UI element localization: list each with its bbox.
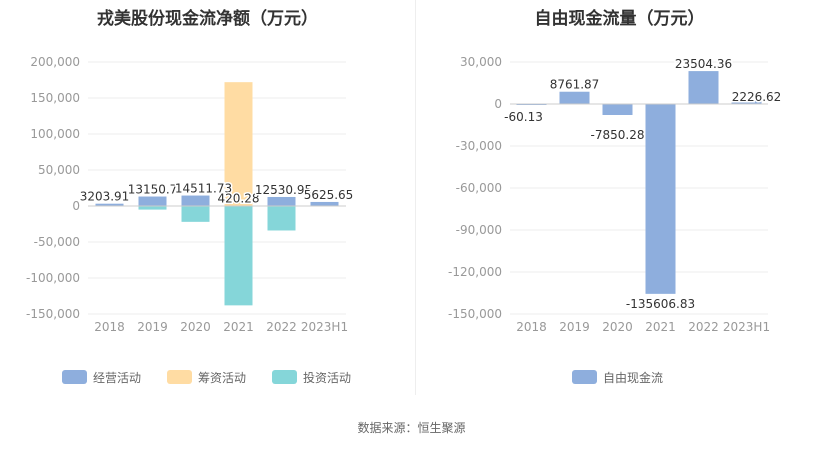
y-tick-label: 200,000	[30, 55, 80, 69]
data-label: -60.13	[504, 110, 543, 124]
bar	[310, 201, 339, 206]
y-tick-label: -60,000	[456, 181, 502, 195]
data-label: 13150.7	[128, 183, 178, 197]
bar	[224, 206, 253, 306]
bar	[267, 206, 296, 231]
chart-title: 戎美股份现金流净额（万元）	[97, 9, 318, 29]
data-label: 8761.87	[550, 78, 600, 92]
chart-title: 自由现金流量（万元）	[534, 9, 705, 29]
source-text: 数据来源：恒生聚源	[357, 421, 466, 435]
x-tick-label: 2023H1	[723, 320, 770, 334]
y-tick-label: -150,000	[448, 307, 502, 321]
y-tick-label: -50,000	[34, 235, 80, 249]
y-tick-label: 50,000	[38, 163, 80, 177]
bar	[731, 100, 762, 104]
legend-label: 投资活动	[303, 370, 351, 385]
bar	[138, 206, 167, 210]
legend-swatch	[167, 370, 192, 384]
x-tick-label: 2023H1	[301, 320, 348, 334]
legend-swatch	[272, 370, 297, 384]
data-label: 3203.91	[80, 190, 130, 204]
y-tick-label: 30,000	[460, 55, 502, 69]
x-tick-label: 2018	[516, 320, 547, 334]
divider	[415, 0, 416, 395]
x-tick-label: 2022	[266, 320, 297, 334]
bar	[181, 206, 210, 222]
bar	[688, 71, 719, 104]
x-tick-label: 2021	[645, 320, 676, 334]
bar	[181, 195, 210, 206]
y-tick-label: -150,000	[26, 307, 80, 321]
data-label: -7850.28	[591, 128, 645, 142]
bar	[95, 203, 124, 206]
legend-swatch	[572, 370, 597, 384]
data-label: 2226.62	[732, 90, 782, 104]
x-tick-label: 2021	[223, 320, 254, 334]
bar	[267, 196, 296, 206]
y-tick-label: 0	[494, 97, 502, 111]
legend-label: 筹资活动	[198, 371, 246, 385]
y-tick-label: -120,000	[448, 265, 502, 279]
bar	[138, 196, 167, 206]
bar	[602, 104, 633, 115]
x-tick-label: 2022	[688, 320, 719, 334]
chart-left: -150,000 -100,000 -50,000 0 50,000 100,000 150…	[26, 55, 355, 385]
y-tick-label: -90,000	[456, 223, 502, 237]
data-label: 23504.36	[675, 57, 732, 71]
y-tick-label: -100,000	[26, 271, 80, 285]
data-label: 12530.95	[255, 183, 312, 197]
data-label: -135606.83	[626, 297, 695, 311]
legend-swatch	[62, 370, 87, 384]
x-tick-label: 2018	[94, 320, 125, 334]
bar	[559, 91, 590, 104]
data-label: 420.28	[218, 192, 260, 206]
x-tick-label: 2020	[180, 320, 211, 334]
chart-right: -150,000 -120,000 -90,000 -60,000 -30,000 0 30…	[448, 55, 783, 385]
y-tick-label: 150,000	[30, 91, 80, 105]
bar	[224, 82, 253, 206]
legend-label: 自由现金流	[603, 370, 663, 385]
y-tick-label: 100,000	[30, 127, 80, 141]
legend-label: 经营活动	[93, 371, 141, 385]
y-tick-label: -30,000	[456, 139, 502, 153]
data-label: 14511.73	[175, 182, 232, 196]
data-label: 5625.65	[304, 188, 354, 202]
bar	[645, 104, 676, 294]
x-tick-label: 2020	[602, 320, 633, 334]
y-tick-label: 0	[72, 199, 80, 213]
x-tick-label: 2019	[137, 320, 168, 334]
x-tick-label: 2019	[559, 320, 590, 334]
